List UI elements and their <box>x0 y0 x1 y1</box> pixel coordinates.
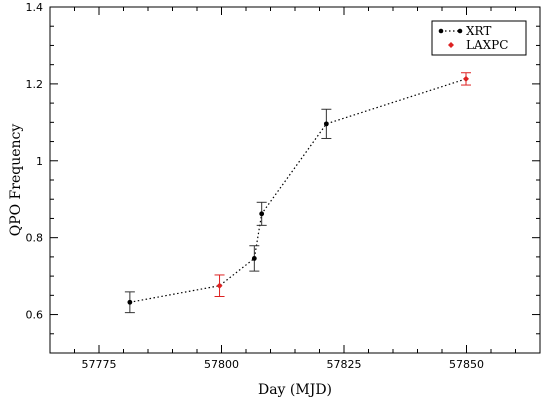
x-tick-label: 57775 <box>82 358 117 371</box>
error-bars <box>124 72 472 314</box>
axis-tick-labels: 57775 57800 57825 57850 0.6 0.8 1 1.2 1.4 <box>26 1 485 371</box>
axis-ticks <box>49 6 541 354</box>
connecting-dotted-line <box>129 78 467 303</box>
laxpc-point <box>216 282 223 289</box>
plot-frame <box>49 6 541 354</box>
legend-xrt-marker-left <box>438 28 444 34</box>
xrt-point <box>323 121 329 127</box>
xrt-point <box>251 256 257 261</box>
legend-xrt-marker-right <box>457 28 463 34</box>
y-tick-label: 0.6 <box>26 309 44 322</box>
data-points <box>127 75 470 305</box>
x-tick-label: 57825 <box>327 358 362 371</box>
x-axis-title: Day (MJD) <box>258 382 332 398</box>
legend-laxpc-marker <box>448 42 454 48</box>
x-tick-label: 57850 <box>449 358 484 371</box>
legend-laxpc-label: LAXPC <box>466 38 508 52</box>
xrt-point <box>259 211 265 217</box>
y-tick-label: 0.8 <box>26 232 44 245</box>
xrt-point <box>127 299 133 305</box>
y-axis-title: QPO Frequency <box>8 124 24 237</box>
laxpc-point <box>463 75 470 82</box>
x-tick-label: 57800 <box>204 358 239 371</box>
legend-box <box>431 20 527 56</box>
legend: XRT LAXPC <box>431 20 527 56</box>
legend-xrt-label: XRT <box>466 24 491 38</box>
y-tick-label: 1.2 <box>26 78 44 91</box>
y-tick-label: 1.4 <box>26 1 44 14</box>
y-tick-label: 1 <box>36 155 43 168</box>
